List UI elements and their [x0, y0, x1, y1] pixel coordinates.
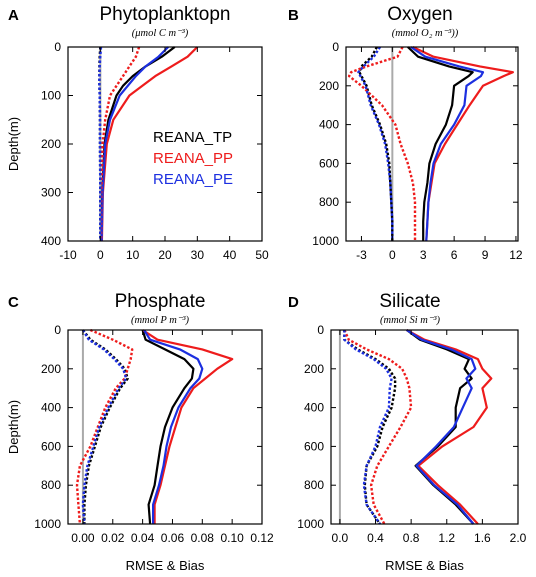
x-tick-label: 50 — [255, 248, 269, 262]
series-line-tp-rmse — [407, 46, 474, 241]
chart-title: Silicate — [379, 291, 440, 312]
x-tick-label: 30 — [191, 248, 205, 262]
y-tick-label: 400 — [304, 401, 324, 415]
series-line-pp-bias — [99, 46, 141, 242]
chart-title: Phytoplanktopn — [100, 4, 231, 25]
x-tick-label: 0.8 — [403, 531, 420, 545]
y-tick-label: 400 — [41, 234, 61, 248]
x-tick-label: 0.02 — [101, 531, 125, 545]
y-tick-label: 800 — [304, 478, 324, 492]
panel-label: C — [8, 294, 19, 311]
y-axis-label: Depth(m) — [6, 117, 21, 171]
y-tick-label: 200 — [41, 137, 61, 151]
x-tick-label: 9 — [482, 248, 489, 262]
x-tick-label: 10 — [126, 248, 140, 262]
y-tick-label: 0 — [332, 40, 339, 54]
legend-item-pe: REANA_PE — [153, 171, 233, 188]
chart-title: Phosphate — [115, 291, 206, 312]
panel-label: A — [8, 7, 19, 24]
series-line-pe-bias — [98, 46, 103, 241]
legend-item-pp: REANA_PP — [153, 150, 233, 167]
series-line-pe-bias — [343, 330, 393, 525]
panels: A Phytoplanktopn(μmol C m⁻³)-10 0 10 20 30 40 5… — [6, 4, 527, 573]
x-tick-label: 0.10 — [220, 531, 244, 545]
y-tick-label: 0 — [317, 323, 324, 337]
plot-frame — [67, 329, 263, 525]
x-tick-label: 3 — [420, 248, 427, 262]
y-tick-label: 300 — [41, 186, 61, 200]
y-tick-label: 100 — [41, 89, 61, 103]
x-tick-label: 12 — [509, 248, 523, 262]
x-tick-label: 0.0 — [332, 531, 349, 545]
y-tick-label: 0 — [54, 323, 61, 337]
y-tick-label: 600 — [319, 156, 339, 170]
series-line-tp-rmse — [141, 329, 195, 525]
x-tick-label: 1.6 — [474, 531, 491, 545]
y-tick-label: 400 — [319, 118, 339, 132]
series-line-pp-rmse — [406, 329, 493, 525]
series-line-pp-bias — [343, 329, 413, 525]
x-tick-label: 0.06 — [161, 531, 185, 545]
chart-panel-a: A Phytoplanktopn (μmol C m⁻³) -10 0 10 20 30 40 5… — [6, 4, 269, 262]
y-tick-label: 200 — [41, 362, 61, 376]
series-line-pe-rmse — [143, 329, 204, 524]
x-tick-label: 1.2 — [438, 531, 455, 545]
series-line-pp-rmse — [141, 329, 234, 524]
plot-frame — [330, 329, 519, 525]
panel-label: D — [288, 294, 299, 311]
x-tick-label: 0.12 — [250, 531, 274, 545]
series-line-pe-rmse — [410, 46, 485, 242]
x-tick-label: 20 — [158, 248, 172, 262]
x-tick-label: 0 — [389, 248, 396, 262]
x-tick-label: -3 — [356, 248, 367, 262]
unit-label: (mmol Si m⁻³) — [380, 315, 441, 326]
series-line-tp-bias — [358, 46, 394, 241]
y-tick-label: 1000 — [34, 517, 61, 531]
y-tick-label: 1000 — [297, 517, 324, 531]
y-tick-label: 400 — [41, 401, 61, 415]
x-tick-label: 6 — [451, 248, 458, 262]
x-tick-label: 40 — [223, 248, 237, 262]
chart-panel-b: B Oxygen (mmol O₂ m⁻³)) -3 0 3 6 9 12 0 200 400 600 8… — [288, 4, 523, 262]
unit-label: (mmol P m⁻³) — [131, 315, 190, 326]
y-tick-label: 200 — [304, 362, 324, 376]
series-line-pp-bias — [347, 46, 417, 241]
legend: REANA_TP REANA_PP REANA_PE — [153, 129, 233, 188]
series-line-pe-rmse — [406, 329, 477, 525]
legend-item-tp: REANA_TP — [153, 129, 232, 146]
x-tick-label: 0.04 — [131, 531, 155, 545]
series-line-tp-rmse — [406, 329, 475, 525]
series-line-pe-bias — [81, 329, 128, 525]
series-line-tp-bias — [343, 330, 397, 525]
chart-panel-c: C Phosphate (mmol P m⁻³) 0.00 0.02 0.04 0.06 0.… — [6, 291, 274, 573]
x-tick-label: 2.0 — [510, 531, 527, 545]
x-axis-label: RMSE & Bias — [385, 558, 464, 573]
series-line-tp-bias — [81, 329, 129, 524]
series-line-pe-rmse — [100, 46, 169, 242]
y-tick-label: 600 — [304, 439, 324, 453]
x-tick-label: 0.08 — [191, 531, 215, 545]
y-axis-label: Depth(m) — [6, 400, 21, 454]
unit-label: (μmol C m⁻³) — [132, 28, 189, 39]
panel-label: B — [288, 7, 299, 24]
y-tick-label: 200 — [319, 79, 339, 93]
y-tick-label: 0 — [54, 40, 61, 54]
x-axis-label: RMSE & Bias — [126, 558, 205, 573]
unit-label: (mmol O₂ m⁻³)) — [392, 28, 459, 39]
y-tick-label: 600 — [41, 439, 61, 453]
x-tick-label: 0.00 — [71, 531, 95, 545]
x-tick-label: -10 — [59, 248, 77, 262]
chart-title: Oxygen — [387, 4, 452, 25]
y-tick-label: 800 — [41, 478, 61, 492]
y-tick-label: 800 — [319, 195, 339, 209]
y-tick-label: 1000 — [312, 234, 339, 248]
x-tick-label: 0 — [97, 248, 104, 262]
x-tick-label: 0.4 — [367, 531, 384, 545]
plot-frame — [345, 46, 519, 242]
chart-panel-d: D Silicate (mmol Si m⁻³) 0.0 0.4 0.8 1.2 1.6 2.0… — [288, 291, 527, 573]
series-line-pp-bias — [75, 328, 134, 525]
